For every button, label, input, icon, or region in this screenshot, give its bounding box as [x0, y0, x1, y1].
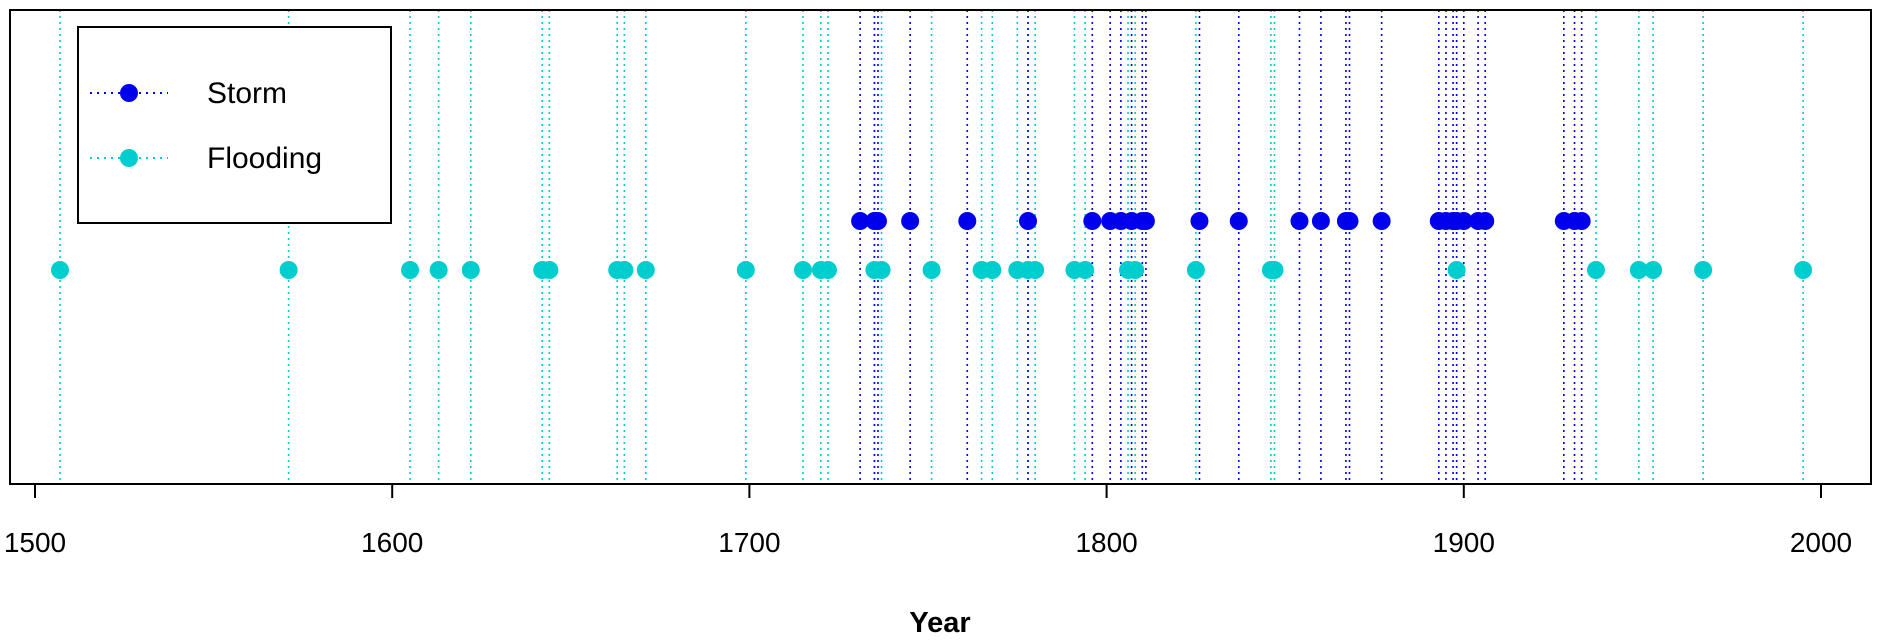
- storm-point: [901, 212, 920, 230]
- legend: Storm Flooding: [77, 26, 392, 224]
- flooding-point: [1186, 261, 1205, 279]
- x-tick-label: 1500: [4, 527, 66, 558]
- flooding-point: [401, 261, 420, 279]
- x-tick-label: 1800: [1075, 527, 1137, 558]
- legend-box: [77, 26, 392, 224]
- flooding-point: [540, 261, 559, 279]
- flooding-point: [818, 261, 837, 279]
- x-axis: 1500 1600 1700 1800 1900 2000: [4, 483, 1852, 558]
- storm-point: [1083, 212, 1102, 230]
- flooding-point: [1265, 261, 1284, 279]
- flooding-point: [922, 261, 941, 279]
- legend-flooding-marker: [120, 149, 138, 167]
- storm-point: [1190, 212, 1209, 230]
- x-axis-title: Year: [909, 607, 970, 639]
- legend-entry-flooding: Flooding: [90, 142, 322, 175]
- flooding-point: [1447, 261, 1466, 279]
- flooding-point: [636, 261, 655, 279]
- x-tick-label: 2000: [1790, 527, 1852, 558]
- flooding-point: [1644, 261, 1663, 279]
- data-points: [51, 212, 1813, 279]
- storm-point: [1136, 212, 1155, 230]
- x-tick-label: 1900: [1433, 527, 1495, 558]
- storm-point: [958, 212, 977, 230]
- flooding-point: [1694, 261, 1713, 279]
- storm-point: [1372, 212, 1391, 230]
- flooding-point: [872, 261, 891, 279]
- x-tick-label: 1600: [361, 527, 423, 558]
- event-lines: [59, 10, 1804, 484]
- flooding-point: [429, 261, 448, 279]
- storm-point: [1290, 212, 1309, 230]
- storm-point: [1572, 212, 1591, 230]
- flooding-point: [793, 261, 812, 279]
- storm-point: [851, 212, 870, 230]
- storm-point: [1454, 212, 1473, 230]
- flooding-point: [1026, 261, 1045, 279]
- flooding-point: [615, 261, 634, 279]
- flooding-point: [1629, 261, 1648, 279]
- storm-point: [1229, 212, 1248, 230]
- storm-point: [1476, 212, 1495, 230]
- flooding-point: [1794, 261, 1813, 279]
- legend-storm-marker: [120, 84, 138, 102]
- x-tick-label: 1700: [718, 527, 780, 558]
- flooding-point: [736, 261, 755, 279]
- storm-point: [1311, 212, 1330, 230]
- flooding-point: [1126, 261, 1145, 279]
- flooding-point: [279, 261, 298, 279]
- storm-point: [1340, 212, 1359, 230]
- storm-point: [1019, 212, 1038, 230]
- flooding-point: [983, 261, 1002, 279]
- legend-entry-storm: Storm: [90, 77, 287, 110]
- flooding-point: [461, 261, 480, 279]
- storm-point: [868, 212, 887, 230]
- flooding-point: [1586, 261, 1605, 279]
- flooding-point: [51, 261, 70, 279]
- legend-storm-label: Storm: [207, 77, 287, 110]
- flooding-point: [1076, 261, 1095, 279]
- legend-flooding-label: Flooding: [207, 142, 322, 175]
